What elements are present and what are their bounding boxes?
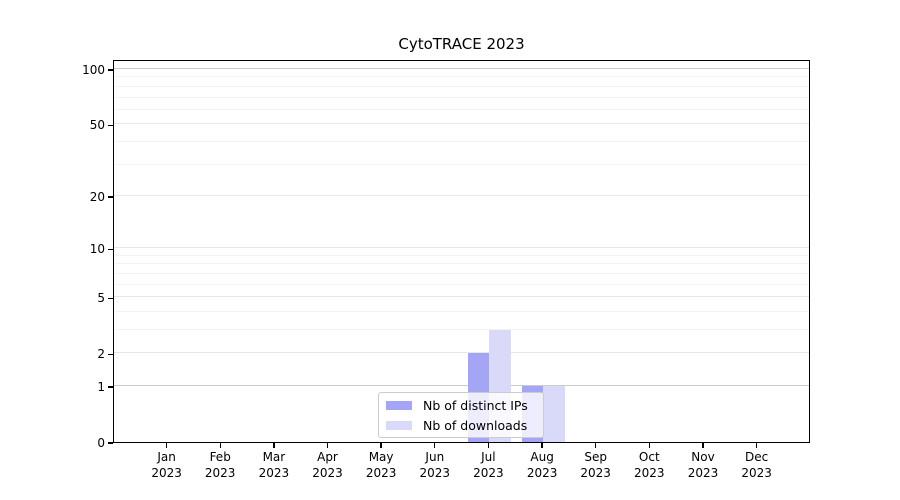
x-tick-label-dec-2023: Dec 2023 — [741, 450, 772, 480]
y-tick-label-10: 10 — [89, 242, 105, 257]
legend-item-downloads: Nb of downloads — [386, 418, 535, 433]
x-tick-may-2023 — [380, 443, 382, 448]
gridline-y-10 — [114, 247, 809, 249]
gridline-y-60 — [114, 108, 809, 110]
x-tick-jun-2023 — [434, 443, 436, 448]
gridline-y-3 — [114, 329, 809, 330]
x-tick-aug-2023 — [541, 443, 543, 448]
gridline-y-90 — [114, 76, 809, 78]
legend-swatch-distinct-ips — [386, 401, 412, 410]
y-tick-label-50: 50 — [89, 118, 105, 133]
legend-swatch-downloads — [386, 421, 412, 430]
y-tick-label-2: 2 — [97, 347, 105, 362]
plot-area: Nb of distinct IPs Nb of downloads — [113, 60, 810, 443]
legend: Nb of distinct IPs Nb of downloads — [378, 392, 544, 438]
gridline-y-40 — [114, 140, 809, 142]
gridline-y-30 — [114, 163, 809, 165]
x-tick-dec-2023 — [755, 443, 758, 448]
gridline-y-2 — [114, 352, 809, 354]
gridline-y-6 — [114, 283, 809, 285]
y-tick-label-20: 20 — [89, 189, 105, 204]
gridline-y-70 — [114, 96, 809, 98]
y-tick-10 — [108, 248, 113, 250]
x-tick-jul-2023 — [487, 443, 490, 448]
x-tick-label-sep-2023: Sep 2023 — [580, 450, 611, 480]
gridline-y-8 — [114, 263, 809, 265]
x-tick-label-jan-2023: Jan 2023 — [151, 450, 182, 480]
gridline-y-80 — [114, 85, 809, 87]
x-tick-label-jul-2023: Jul 2023 — [473, 450, 504, 480]
x-tick-label-apr-2023: Apr 2023 — [312, 450, 343, 480]
gridline-y-7 — [114, 272, 809, 274]
x-tick-apr-2023 — [326, 443, 329, 448]
x-tick-label-mar-2023: Mar 2023 — [258, 450, 290, 480]
bar-downloads-aug-2023 — [543, 386, 565, 442]
legend-label-downloads: Nb of downloads — [423, 418, 528, 433]
x-tick-label-may-2023: May 2023 — [365, 450, 397, 480]
y-tick-label-100: 100 — [82, 63, 105, 77]
gridline-y-1 — [114, 385, 809, 386]
y-tick-2 — [108, 353, 113, 355]
x-tick-label-aug-2023: Aug 2023 — [526, 450, 558, 480]
gridline-y-4 — [114, 310, 809, 312]
y-tick-label-0: 0 — [97, 436, 105, 450]
gridline-y-50 — [114, 123, 809, 125]
legend-label-distinct-ips: Nb of distinct IPs — [423, 398, 528, 413]
chart-title: CytoTRACE 2023 — [398, 35, 525, 53]
y-tick-50 — [108, 124, 113, 126]
gridline-y-5 — [114, 296, 809, 298]
x-tick-nov-2023 — [702, 443, 704, 448]
x-tick-oct-2023 — [648, 443, 650, 448]
gridline-y-100 — [114, 68, 809, 69]
x-tick-sep-2023 — [595, 443, 597, 448]
gridline-y-20 — [114, 194, 809, 196]
legend-item-distinct-ips: Nb of distinct IPs — [386, 398, 535, 413]
y-tick-label-1: 1 — [97, 380, 105, 394]
y-tick-label-5: 5 — [97, 291, 105, 306]
x-tick-mar-2023 — [273, 443, 275, 448]
x-tick-jan-2023 — [165, 443, 168, 448]
y-tick-100 — [108, 69, 113, 71]
y-tick-1 — [108, 386, 113, 388]
x-tick-label-nov-2023: Nov 2023 — [687, 450, 719, 480]
x-tick-label-jun-2023: Jun 2023 — [419, 450, 451, 480]
x-tick-feb-2023 — [219, 443, 221, 448]
y-tick-20 — [108, 196, 113, 198]
y-tick-0 — [108, 442, 113, 444]
gridline-y-9 — [114, 254, 809, 256]
y-tick-5 — [108, 297, 113, 299]
x-tick-label-oct-2023: Oct 2023 — [634, 450, 665, 480]
x-tick-label-feb-2023: Feb 2023 — [204, 450, 236, 480]
